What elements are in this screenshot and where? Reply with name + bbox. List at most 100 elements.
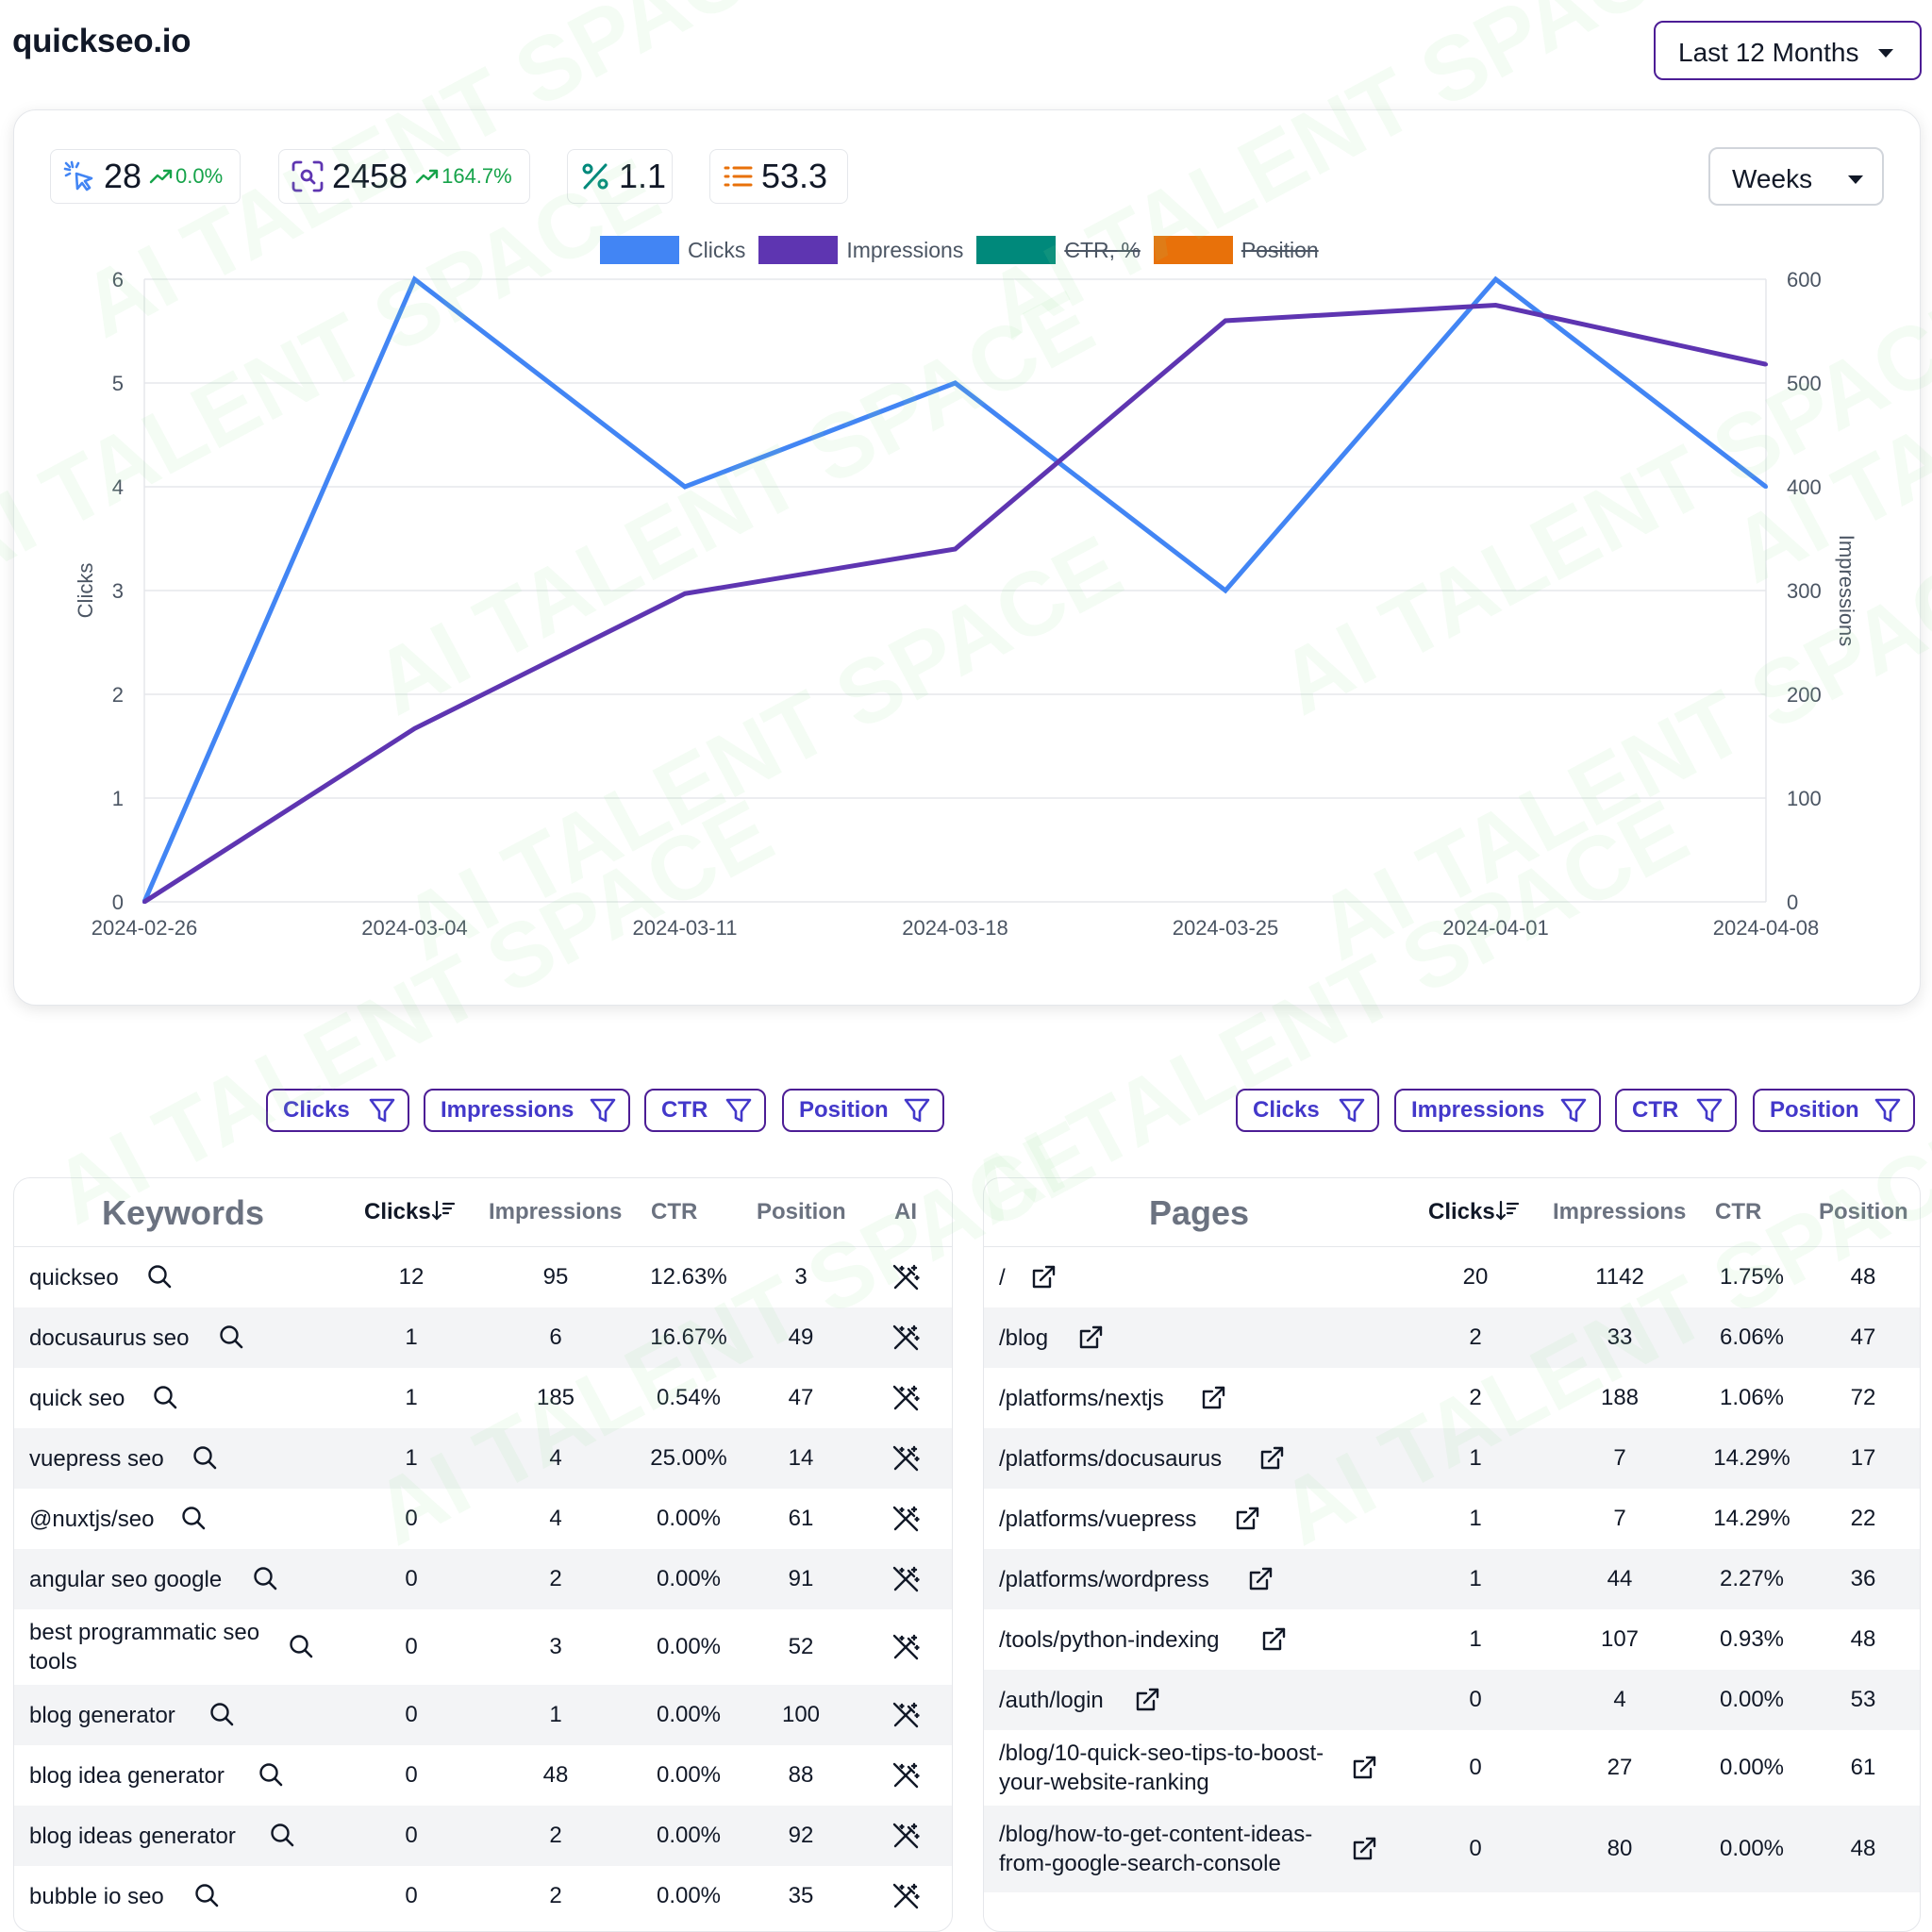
page-path-text[interactable]: /blog bbox=[999, 1324, 1049, 1351]
legend-swatch-ctr[interactable] bbox=[976, 236, 1057, 264]
keywords-col-ctr[interactable]: CTR bbox=[651, 1199, 698, 1224]
keywords-row[interactable]: quick seo 1 185 0.54% 47 bbox=[14, 1368, 952, 1428]
ai-wand-icon[interactable] bbox=[891, 1565, 920, 1598]
keywords-row[interactable]: bubble io seo 0 2 0.00% 35 bbox=[14, 1866, 952, 1926]
ai-wand-icon[interactable] bbox=[891, 1701, 920, 1734]
search-icon[interactable] bbox=[288, 1633, 314, 1664]
keyword-text[interactable]: best programmatic seo tools bbox=[29, 1620, 260, 1674]
pages-row[interactable]: /platforms/wordpress 1 44 2.27% 36 bbox=[984, 1549, 1920, 1609]
keywords-row[interactable]: vuepress seo 1 4 25.00% 14 bbox=[14, 1428, 952, 1489]
keyword-text[interactable]: angular seo google bbox=[29, 1566, 223, 1592]
page-path-text[interactable]: /platforms/vuepress bbox=[999, 1506, 1197, 1532]
pages-row[interactable]: /blog 2 33 6.06% 47 bbox=[984, 1307, 1920, 1368]
search-icon[interactable] bbox=[252, 1565, 278, 1596]
external-link-icon[interactable] bbox=[1257, 1444, 1286, 1477]
ai-wand-icon[interactable] bbox=[891, 1761, 920, 1794]
pages-filter-ctr-button[interactable]: CTR bbox=[1615, 1089, 1737, 1132]
keywords-row[interactable]: best programmatic seo tools 0 3 0.00% 52 bbox=[14, 1609, 952, 1685]
pages-row[interactable]: / 20 1142 1.75% 48 bbox=[984, 1247, 1920, 1307]
search-icon[interactable] bbox=[208, 1701, 235, 1732]
keyword-text[interactable]: docusaurus seo bbox=[29, 1324, 190, 1351]
page-path-text[interactable]: /platforms/wordpress bbox=[999, 1566, 1209, 1592]
external-link-icon[interactable] bbox=[1246, 1565, 1274, 1598]
ai-wand-icon[interactable] bbox=[891, 1384, 920, 1417]
ai-wand-icon[interactable] bbox=[891, 1822, 920, 1855]
page-path-text[interactable]: /blog/10-quick-seo-tips-to-boost-your-we… bbox=[999, 1740, 1324, 1795]
legend-swatch-clicks[interactable] bbox=[600, 236, 679, 264]
search-icon[interactable] bbox=[218, 1324, 244, 1355]
ai-wand-icon[interactable] bbox=[891, 1324, 920, 1357]
pages-col-clicks[interactable]: Clicks bbox=[1428, 1199, 1520, 1225]
external-link-icon[interactable] bbox=[1259, 1625, 1288, 1658]
search-icon[interactable] bbox=[152, 1384, 178, 1415]
ai-wand-icon[interactable] bbox=[891, 1882, 920, 1915]
ai-wand-icon[interactable] bbox=[891, 1633, 920, 1666]
stat-ctr[interactable]: 1.1 bbox=[567, 149, 673, 204]
page-path-text[interactable]: /tools/python-indexing bbox=[999, 1626, 1220, 1653]
stat-clicks[interactable]: 28 0.0% bbox=[50, 149, 241, 204]
keywords-filter-impressions-button[interactable]: Impressions bbox=[424, 1089, 630, 1132]
pages-row[interactable]: /platforms/nextjs 2 188 1.06% 72 bbox=[984, 1368, 1920, 1428]
keyword-text[interactable]: bubble io seo bbox=[29, 1883, 164, 1909]
search-icon[interactable] bbox=[193, 1882, 220, 1913]
page-path-text[interactable]: /auth/login bbox=[999, 1687, 1104, 1713]
pages-row[interactable]: /tools/python-indexing 1 107 0.93% 48 bbox=[984, 1609, 1920, 1670]
keyword-text[interactable]: quickseo bbox=[29, 1264, 119, 1291]
page-path-text[interactable]: /platforms/nextjs bbox=[999, 1385, 1164, 1411]
date-range-dropdown[interactable]: Last 12 Months bbox=[1654, 21, 1922, 80]
pages-row[interactable]: /auth/login 0 4 0.00% 53 bbox=[984, 1670, 1920, 1730]
keywords-row[interactable]: @nuxtjs/seo 0 4 0.00% 61 bbox=[14, 1489, 952, 1549]
keywords-row[interactable]: blog idea generator 0 48 0.00% 88 bbox=[14, 1745, 952, 1806]
keywords-filter-ctr-button[interactable]: CTR bbox=[644, 1089, 766, 1132]
keyword-text[interactable]: blog idea generator bbox=[29, 1762, 225, 1789]
pages-col-position[interactable]: Position bbox=[1819, 1199, 1908, 1224]
search-icon[interactable] bbox=[180, 1505, 207, 1536]
keyword-text[interactable]: blog ideas generator bbox=[29, 1823, 236, 1849]
search-icon[interactable] bbox=[146, 1263, 173, 1294]
keywords-row[interactable]: blog ideas generator 0 2 0.00% 92 bbox=[14, 1806, 952, 1866]
keyword-text[interactable]: blog generator bbox=[29, 1702, 175, 1728]
legend-label-clicks[interactable]: Clicks bbox=[688, 237, 746, 262]
keywords-col-impressions[interactable]: Impressions bbox=[489, 1199, 623, 1224]
search-icon[interactable] bbox=[192, 1444, 218, 1475]
keywords-filter-position-button[interactable]: Position bbox=[782, 1089, 944, 1132]
page-path-text[interactable]: /platforms/docusaurus bbox=[999, 1445, 1223, 1472]
pages-row[interactable]: /blog/10-quick-seo-tips-to-boost-your-we… bbox=[984, 1730, 1920, 1806]
external-link-icon[interactable] bbox=[1076, 1324, 1105, 1357]
legend-label-impressions[interactable]: Impressions bbox=[846, 237, 964, 262]
legend-label-ctr[interactable]: CTR, % bbox=[1064, 237, 1141, 262]
external-link-icon[interactable] bbox=[1029, 1263, 1058, 1296]
external-link-icon[interactable] bbox=[1350, 1835, 1378, 1868]
ai-wand-icon[interactable] bbox=[891, 1444, 920, 1477]
keywords-row[interactable]: docusaurus seo 1 6 16.67% 49 bbox=[14, 1307, 952, 1368]
legend-label-position[interactable]: Position bbox=[1241, 237, 1319, 262]
granularity-dropdown[interactable]: Weeks bbox=[1708, 147, 1884, 206]
stat-impressions[interactable]: 2458 164.7% bbox=[278, 149, 530, 204]
keywords-row[interactable]: blog generator 0 1 0.00% 100 bbox=[14, 1685, 952, 1745]
pages-filter-clicks-button[interactable]: Clicks bbox=[1236, 1089, 1379, 1132]
keyword-text[interactable]: @nuxtjs/seo bbox=[29, 1506, 155, 1532]
external-link-icon[interactable] bbox=[1233, 1505, 1261, 1538]
ai-wand-icon[interactable] bbox=[891, 1263, 920, 1296]
keywords-col-position[interactable]: Position bbox=[757, 1199, 846, 1224]
search-icon[interactable] bbox=[269, 1822, 295, 1853]
keywords-row[interactable]: angular seo google 0 2 0.00% 91 bbox=[14, 1549, 952, 1609]
pages-filter-impressions-button[interactable]: Impressions bbox=[1394, 1089, 1601, 1132]
external-link-icon[interactable] bbox=[1133, 1686, 1161, 1719]
keywords-row[interactable]: quickseo 12 95 12.63% 3 bbox=[14, 1247, 952, 1307]
external-link-icon[interactable] bbox=[1350, 1754, 1378, 1787]
pages-col-impressions[interactable]: Impressions bbox=[1553, 1199, 1687, 1224]
pages-col-ctr[interactable]: CTR bbox=[1715, 1199, 1762, 1224]
external-link-icon[interactable] bbox=[1199, 1384, 1227, 1417]
brand-logo[interactable]: quickseo.io bbox=[12, 23, 192, 59]
page-path-text[interactable]: / bbox=[999, 1264, 1006, 1291]
pages-filter-position-button[interactable]: Position bbox=[1753, 1089, 1915, 1132]
stat-position[interactable]: 53.3 bbox=[709, 149, 848, 204]
search-icon[interactable] bbox=[258, 1761, 284, 1792]
legend-swatch-impressions[interactable] bbox=[758, 236, 839, 264]
keyword-text[interactable]: vuepress seo bbox=[29, 1445, 164, 1472]
pages-row[interactable]: /platforms/vuepress 1 7 14.29% 22 bbox=[984, 1489, 1920, 1549]
ai-wand-icon[interactable] bbox=[891, 1505, 920, 1538]
page-path-text[interactable]: /blog/how-to-get-content-ideas-from-goog… bbox=[999, 1822, 1313, 1876]
keyword-text[interactable]: quick seo bbox=[29, 1385, 125, 1411]
